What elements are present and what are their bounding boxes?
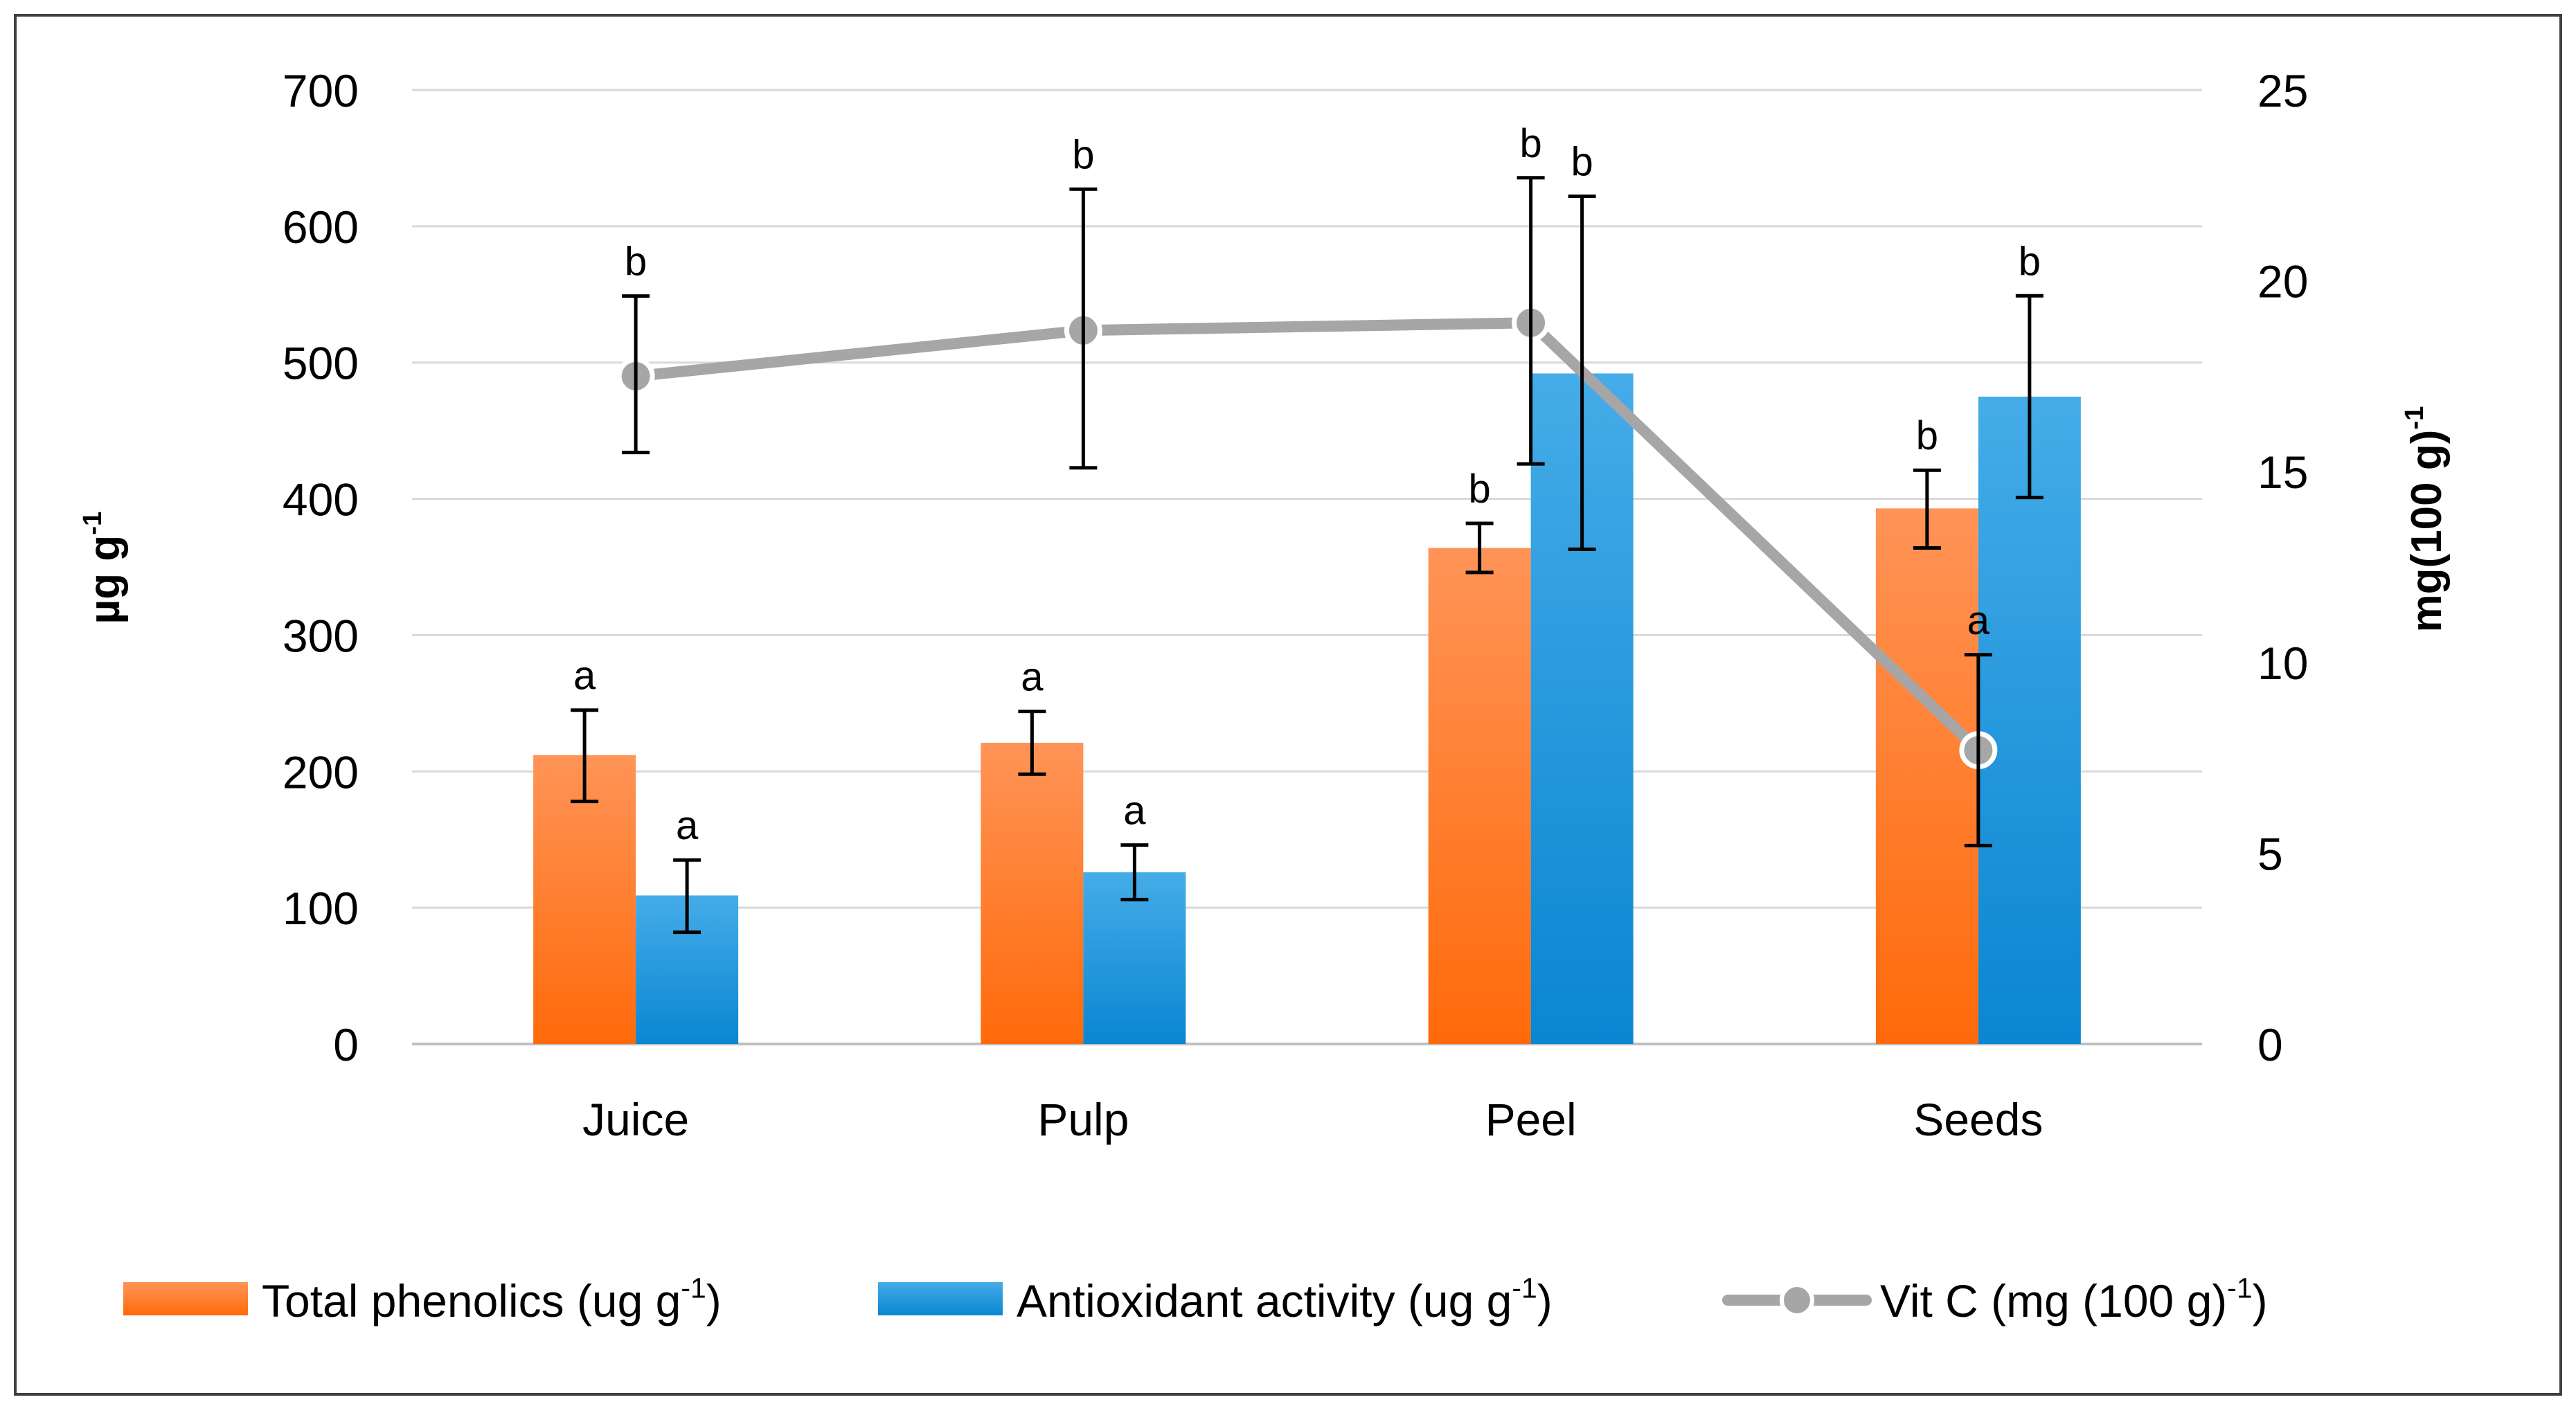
legend-swatch-marker — [1780, 1283, 1814, 1317]
significance-letter: a — [1123, 789, 1146, 834]
chart-border — [14, 14, 2562, 1396]
significance-letter: b — [1072, 132, 1094, 177]
legend-swatch — [123, 1282, 248, 1315]
significance-letter: b — [625, 240, 647, 285]
y-left-tick-label: 500 — [283, 338, 359, 389]
vitc-series-line — [630, 317, 1984, 756]
bar-total-phenolics — [1428, 548, 1531, 1044]
y-right-tick-label: 25 — [2257, 65, 2308, 116]
significance-letter: a — [573, 654, 596, 699]
y-left-tick-label: 700 — [283, 65, 359, 116]
error-bars — [571, 176, 2043, 935]
legend-swatch — [878, 1282, 1003, 1315]
significance-letter: b — [2019, 239, 2041, 284]
y-left-tick-label: 100 — [283, 883, 359, 934]
y-left-tick-label: 300 — [283, 610, 359, 661]
y-right-axis-label: mg(100 g)-1 — [2399, 406, 2451, 632]
y-left-tick-label: 0 — [333, 1019, 359, 1070]
significance-letter: a — [1967, 598, 1990, 643]
legend: Total phenolics (ug g-1) Antioxidant acti… — [123, 1272, 2268, 1326]
significance-letter: a — [676, 803, 699, 848]
bars — [533, 373, 2081, 1044]
axes: 0 100 200 300 400 500 600 700 0 5 10 15 20 25 Juice Pul… — [78, 65, 2451, 1145]
y-right-tick-label: 5 — [2257, 828, 2283, 879]
x-tick-label: Seeds — [1913, 1094, 2043, 1145]
significance-letter: b — [1571, 140, 1593, 185]
x-tick-label: Pulp — [1037, 1094, 1129, 1145]
x-tick-label: Juice — [582, 1094, 689, 1145]
bar-antioxidant-activity — [1978, 396, 2081, 1044]
y-left-tick-label: 600 — [283, 201, 359, 253]
bar-total-phenolics — [533, 755, 636, 1044]
y-left-tick-label: 400 — [283, 474, 359, 525]
y-right-tick-label: 0 — [2257, 1019, 2283, 1070]
significance-letter: b — [1519, 121, 1541, 166]
significance-letter: b — [1916, 413, 1938, 458]
y-right-tick-label: 10 — [2257, 638, 2308, 689]
bar-total-phenolics — [981, 742, 1084, 1044]
legend-label: Antioxidant activity (ug g-1) — [1017, 1272, 1553, 1326]
significance-letter: a — [1021, 655, 1044, 700]
legend-label: Total phenolics (ug g-1) — [262, 1272, 722, 1326]
legend-label: Vit C (mg (100 g)-1) — [1880, 1272, 2268, 1326]
y-right-tick-label: 20 — [2257, 256, 2308, 307]
y-left-axis-label: µg g-1 — [78, 512, 129, 624]
y-left-tick-label: 200 — [283, 746, 359, 798]
significance-letter: b — [1468, 467, 1490, 512]
bar-total-phenolics — [1875, 508, 1978, 1044]
x-tick-label: Peel — [1485, 1094, 1577, 1145]
y-right-tick-label: 15 — [2257, 447, 2308, 498]
